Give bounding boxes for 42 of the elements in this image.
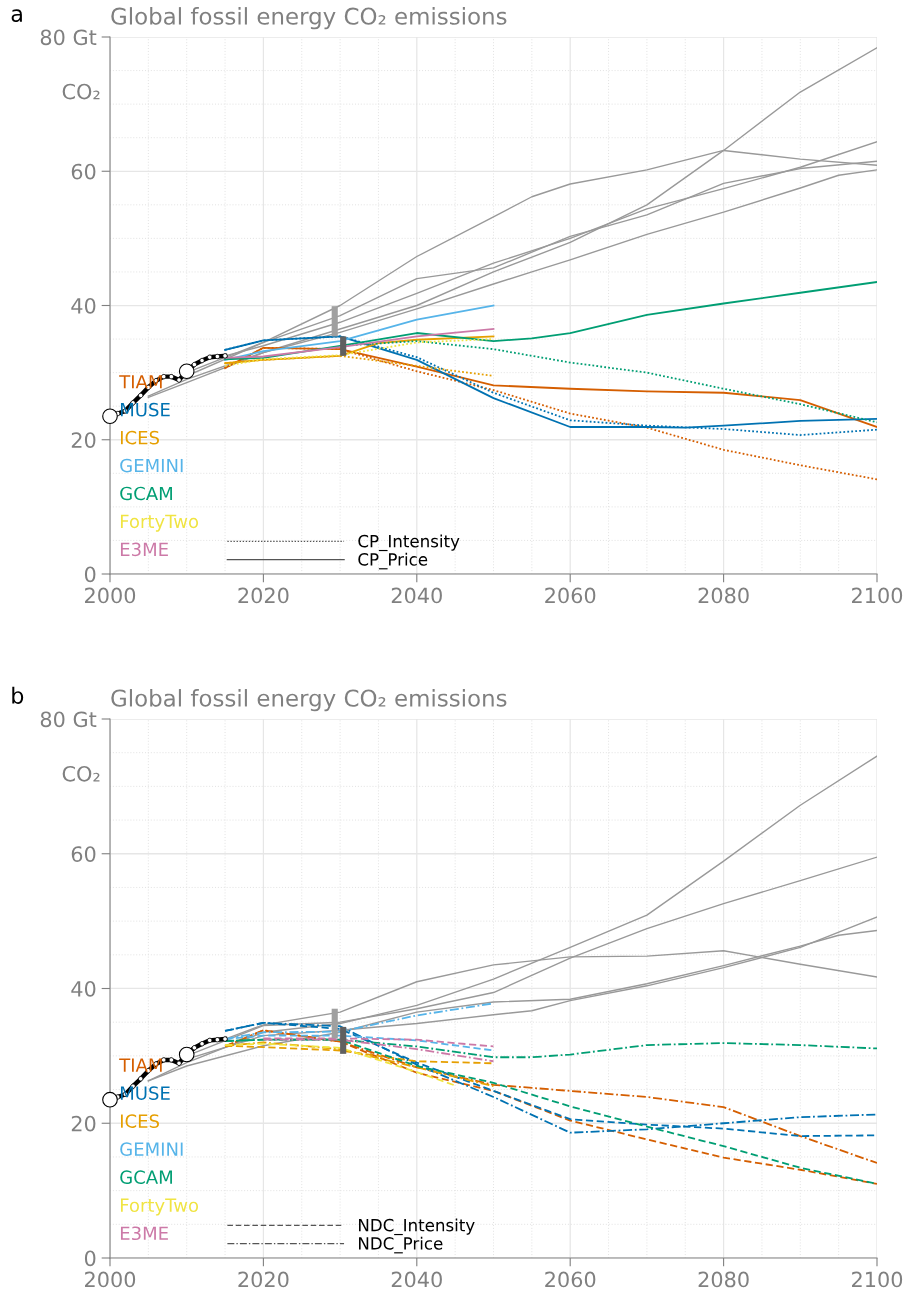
y-tick-label: 20 <box>71 1115 96 1132</box>
y-tick-label: 80 Gt <box>40 29 97 46</box>
x-tick-label: 2060 <box>545 587 596 604</box>
y-tick-label: 20 <box>71 432 96 448</box>
text: NDC_Intensity <box>359 1218 475 1236</box>
x-tick-label: 2080 <box>698 587 749 604</box>
text: a <box>11 9 22 22</box>
text: ICES <box>120 430 159 445</box>
text: CP_Price <box>358 552 428 570</box>
text: GEMINI <box>120 1142 183 1156</box>
chart-title: Global fossil energy CO₂ emissions <box>111 689 507 712</box>
chart-title: Global fossil energy CO₂ emissions <box>111 7 507 30</box>
y-tick-label: 0 <box>84 1250 96 1267</box>
x-tick-label: 2040 <box>391 1271 442 1288</box>
y-tick-label: 0 <box>84 566 96 583</box>
y-tick-label: 40 <box>71 297 96 314</box>
text: FortyTwo <box>120 514 199 532</box>
text: CP_Intensity <box>358 534 460 552</box>
x-tick-label: 2060 <box>545 1271 596 1288</box>
text: E3ME <box>120 542 168 557</box>
x-tick-label: 2080 <box>698 1271 749 1288</box>
text: ICES <box>120 1114 159 1128</box>
x-tick-label: 2020 <box>238 587 289 604</box>
text: GCAM <box>120 486 172 501</box>
x-tick-label: 2040 <box>391 587 442 604</box>
y-tick-label: 60 <box>71 163 96 180</box>
text: FortyTwo <box>120 1198 199 1216</box>
text: b <box>12 686 24 704</box>
y-tick-label: 60 <box>71 846 96 862</box>
text: GCAM <box>120 1170 172 1185</box>
x-tick-label: 2000 <box>85 1271 136 1288</box>
text: NDC_Price <box>359 1236 443 1254</box>
text: E3ME <box>120 1226 168 1241</box>
x-tick-label: 2100 <box>852 1271 903 1288</box>
text: GEMINI <box>120 458 183 473</box>
x-tick-label: 2100 <box>852 587 903 604</box>
y-tick-label: 40 <box>71 980 96 997</box>
y-tick-label: 80 Gt <box>40 711 97 728</box>
x-tick-label: 2000 <box>85 587 136 604</box>
y-axis-title: CO₂ <box>62 83 100 100</box>
x-tick-label: 2020 <box>238 1271 289 1288</box>
y-axis-title: CO₂ <box>62 765 100 782</box>
